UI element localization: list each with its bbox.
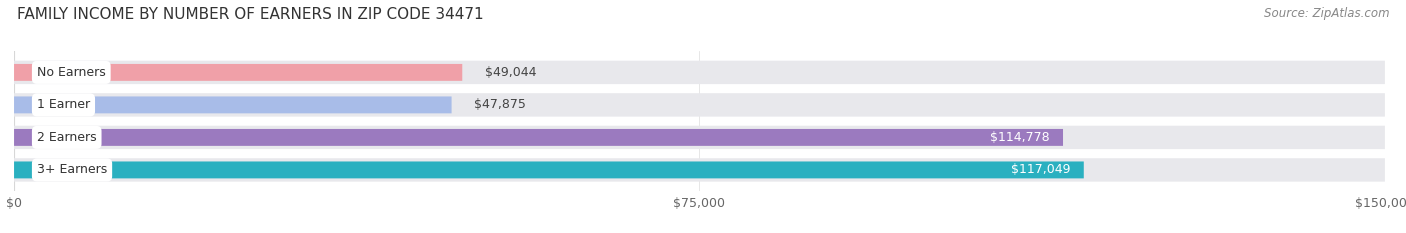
FancyBboxPatch shape (14, 158, 1385, 182)
Text: 3+ Earners: 3+ Earners (37, 163, 107, 176)
FancyBboxPatch shape (14, 161, 1084, 178)
Text: $117,049: $117,049 (1011, 163, 1070, 176)
Text: $114,778: $114,778 (990, 131, 1049, 144)
Text: $47,875: $47,875 (474, 98, 526, 111)
Text: FAMILY INCOME BY NUMBER OF EARNERS IN ZIP CODE 34471: FAMILY INCOME BY NUMBER OF EARNERS IN ZI… (17, 7, 484, 22)
Text: 2 Earners: 2 Earners (37, 131, 97, 144)
FancyBboxPatch shape (14, 96, 451, 113)
Text: 1 Earner: 1 Earner (37, 98, 90, 111)
Text: Source: ZipAtlas.com: Source: ZipAtlas.com (1264, 7, 1389, 20)
FancyBboxPatch shape (14, 126, 1385, 149)
FancyBboxPatch shape (14, 64, 463, 81)
Text: $49,044: $49,044 (485, 66, 537, 79)
Text: No Earners: No Earners (37, 66, 105, 79)
FancyBboxPatch shape (14, 93, 1385, 116)
FancyBboxPatch shape (14, 129, 1063, 146)
FancyBboxPatch shape (14, 61, 1385, 84)
